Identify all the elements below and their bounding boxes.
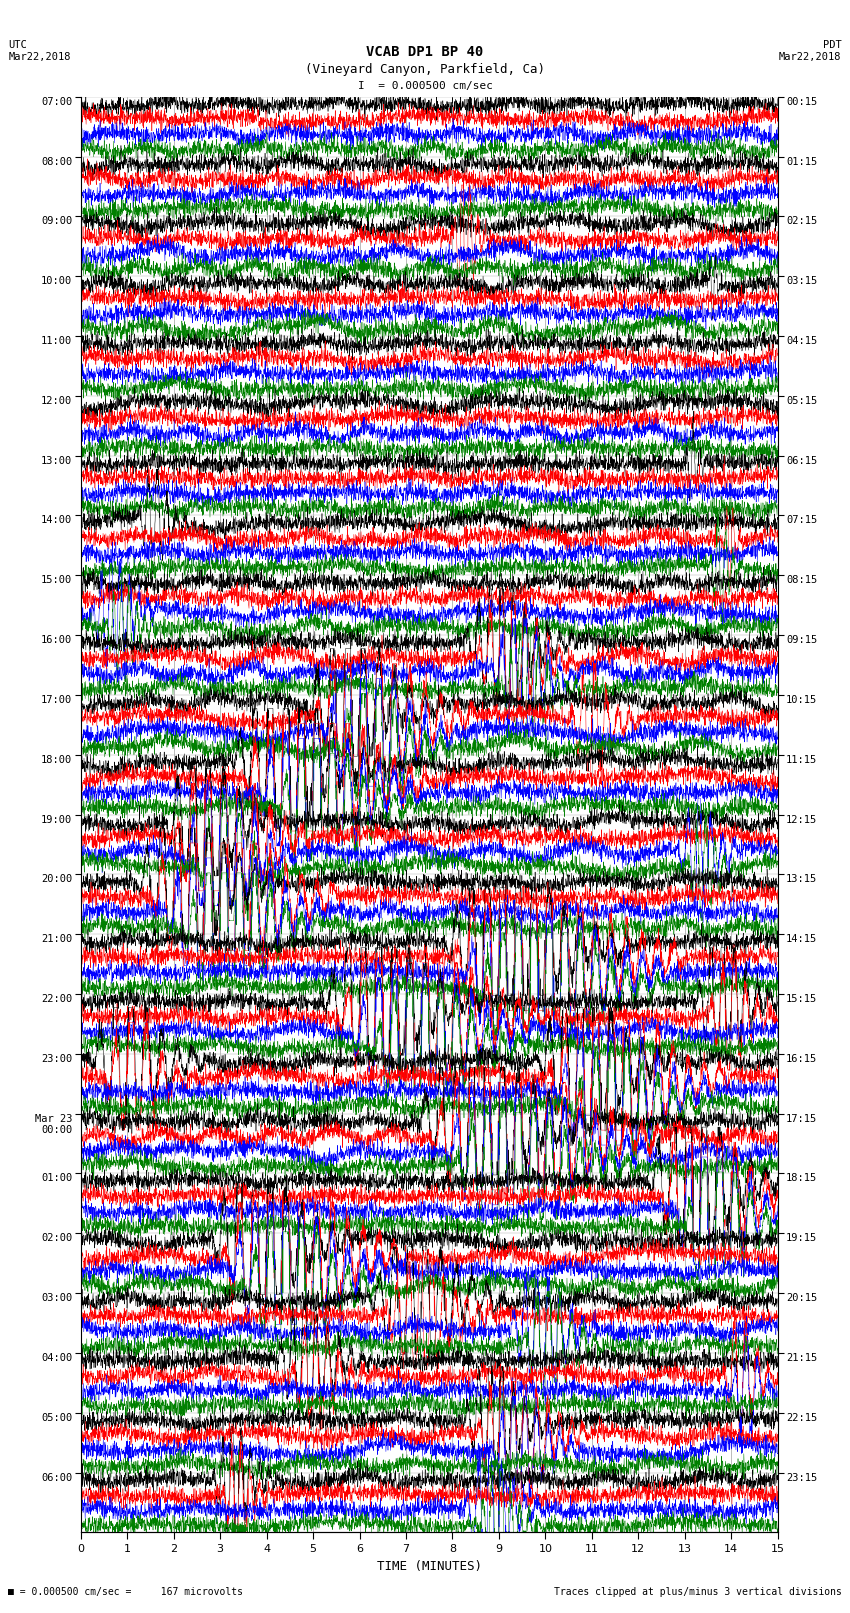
Text: PDT
Mar22,2018: PDT Mar22,2018 (779, 40, 842, 61)
Text: ■ = 0.000500 cm/sec =     167 microvolts: ■ = 0.000500 cm/sec = 167 microvolts (8, 1587, 243, 1597)
X-axis label: TIME (MINUTES): TIME (MINUTES) (377, 1560, 482, 1573)
Text: I  = 0.000500 cm/sec: I = 0.000500 cm/sec (358, 81, 492, 90)
Text: Traces clipped at plus/minus 3 vertical divisions: Traces clipped at plus/minus 3 vertical … (553, 1587, 842, 1597)
Text: UTC
Mar22,2018: UTC Mar22,2018 (8, 40, 71, 61)
Text: VCAB DP1 BP 40: VCAB DP1 BP 40 (366, 45, 484, 60)
Text: (Vineyard Canyon, Parkfield, Ca): (Vineyard Canyon, Parkfield, Ca) (305, 63, 545, 76)
